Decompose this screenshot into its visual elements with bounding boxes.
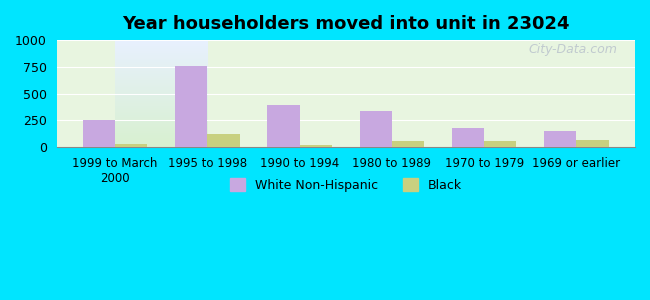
Text: City-Data.com: City-Data.com — [528, 43, 618, 56]
Bar — [115, 144, 148, 147]
Bar — [577, 140, 608, 147]
Title: Year householders moved into unit in 23024: Year householders moved into unit in 230… — [122, 15, 569, 33]
Bar — [359, 111, 392, 147]
Bar — [452, 128, 484, 147]
Bar — [267, 105, 300, 147]
Bar — [175, 66, 207, 147]
Legend: White Non-Hispanic, Black: White Non-Hispanic, Black — [225, 173, 467, 196]
Bar — [544, 131, 577, 147]
Bar — [207, 134, 240, 147]
Bar — [300, 145, 332, 147]
Bar — [392, 141, 424, 147]
Bar — [484, 141, 517, 147]
Bar — [83, 120, 115, 147]
